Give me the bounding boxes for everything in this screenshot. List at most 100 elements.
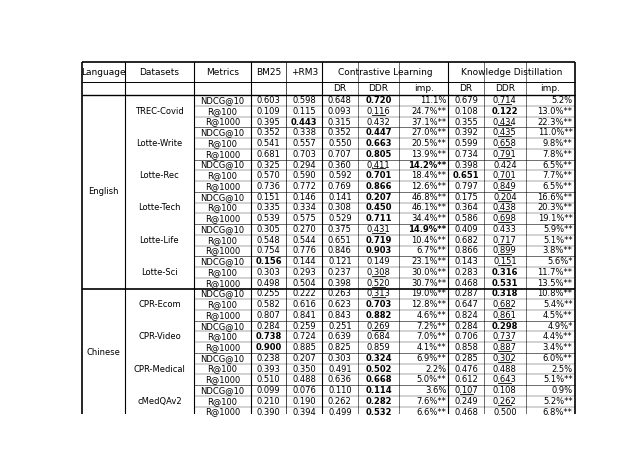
Text: R@1000: R@1000 [205, 150, 240, 159]
Text: 0.352: 0.352 [257, 128, 280, 137]
Text: 0.255: 0.255 [257, 289, 280, 299]
Text: 7.8%**: 7.8%** [543, 150, 573, 159]
Text: 0.701: 0.701 [365, 171, 392, 180]
Text: 0.882: 0.882 [365, 311, 392, 320]
Text: 0.529: 0.529 [328, 214, 351, 223]
Text: 12.8%**: 12.8%** [412, 300, 446, 309]
Text: 0.499: 0.499 [328, 407, 351, 417]
Text: 0.093: 0.093 [328, 107, 352, 116]
Text: 0.776: 0.776 [292, 246, 316, 255]
Text: DDR: DDR [495, 84, 515, 93]
Text: CPR-Medical: CPR-Medical [134, 365, 186, 373]
Text: 0.308: 0.308 [328, 204, 352, 213]
Text: BM25: BM25 [256, 68, 281, 77]
Text: Lotte-Sci: Lotte-Sci [141, 268, 178, 277]
Text: 0.714: 0.714 [493, 96, 516, 105]
Text: 0.435: 0.435 [493, 128, 516, 137]
Text: 0.431: 0.431 [367, 225, 390, 234]
Text: 0.548: 0.548 [257, 236, 280, 245]
Text: 37.1%**: 37.1%** [411, 118, 446, 126]
Text: 0.679: 0.679 [454, 96, 478, 105]
Text: R@100: R@100 [207, 139, 237, 148]
Text: 23.1%**: 23.1%** [412, 257, 446, 266]
Text: 0.720: 0.720 [365, 96, 392, 105]
Text: 18.4%**: 18.4%** [412, 171, 446, 180]
Text: NDCG@10: NDCG@10 [200, 160, 244, 170]
Text: 13.0%**: 13.0%** [538, 107, 573, 116]
Text: 0.107: 0.107 [454, 386, 478, 395]
Text: 5.0%**: 5.0%** [417, 375, 446, 385]
Text: R@100: R@100 [207, 107, 237, 116]
Text: imp.: imp. [414, 84, 434, 93]
Text: 0.643: 0.643 [493, 375, 516, 385]
Text: 7.7%**: 7.7%** [543, 171, 573, 180]
Text: 0.570: 0.570 [257, 171, 280, 180]
Text: 0.303: 0.303 [257, 268, 280, 277]
Text: 0.190: 0.190 [292, 397, 316, 406]
Text: 0.575: 0.575 [292, 214, 316, 223]
Text: 0.398: 0.398 [328, 279, 352, 288]
Text: 0.612: 0.612 [454, 375, 478, 385]
Text: 0.294: 0.294 [292, 160, 316, 170]
Text: R@1000: R@1000 [205, 279, 240, 288]
Text: 0.502: 0.502 [365, 365, 392, 373]
Text: 0.616: 0.616 [292, 300, 316, 309]
Text: 0.866: 0.866 [454, 246, 478, 255]
Text: 0.648: 0.648 [328, 96, 352, 105]
Text: R@1000: R@1000 [205, 407, 240, 417]
Text: 0.885: 0.885 [292, 343, 316, 352]
Text: 6.5%**: 6.5%** [543, 182, 573, 191]
Text: 5.6%*: 5.6%* [547, 257, 573, 266]
Text: 0.476: 0.476 [454, 365, 478, 373]
Text: 14.2%**: 14.2%** [408, 160, 446, 170]
Text: 0.557: 0.557 [292, 139, 316, 148]
Text: 16.6%**: 16.6%** [538, 193, 573, 202]
Text: 0.899: 0.899 [493, 246, 516, 255]
Text: 0.438: 0.438 [493, 204, 516, 213]
Text: 0.737: 0.737 [493, 332, 517, 341]
Text: 0.116: 0.116 [367, 107, 390, 116]
Text: 0.488: 0.488 [493, 365, 516, 373]
Text: 0.9%: 0.9% [552, 386, 573, 395]
Text: 2.5%: 2.5% [552, 365, 573, 373]
Text: 6.6%**: 6.6%** [417, 407, 446, 417]
Text: 0.151: 0.151 [493, 257, 516, 266]
Text: Contrastive Learning: Contrastive Learning [338, 68, 433, 77]
Text: 0.447: 0.447 [365, 128, 392, 137]
Text: 0.706: 0.706 [454, 332, 478, 341]
Text: 0.355: 0.355 [454, 118, 478, 126]
Text: 0.491: 0.491 [328, 365, 351, 373]
Text: 0.395: 0.395 [257, 118, 280, 126]
Text: 2.2%: 2.2% [425, 365, 446, 373]
Text: 0.724: 0.724 [292, 332, 316, 341]
Text: 46.1%**: 46.1%** [412, 204, 446, 213]
Text: 0.590: 0.590 [292, 171, 316, 180]
Text: 0.754: 0.754 [257, 246, 280, 255]
Text: 0.334: 0.334 [292, 204, 316, 213]
Text: 0.544: 0.544 [292, 236, 316, 245]
Text: 0.531: 0.531 [492, 279, 518, 288]
Text: 6.5%**: 6.5%** [543, 160, 573, 170]
Text: 0.647: 0.647 [454, 300, 478, 309]
Text: NDCG@10: NDCG@10 [200, 322, 244, 331]
Text: 0.115: 0.115 [292, 107, 316, 116]
Text: 0.736: 0.736 [257, 182, 280, 191]
Text: 0.791: 0.791 [493, 150, 516, 159]
Text: 6.9%**: 6.9%** [417, 354, 446, 363]
Text: 0.335: 0.335 [257, 204, 280, 213]
Text: 0.682: 0.682 [493, 300, 516, 309]
Text: Lotte-Tech: Lotte-Tech [138, 204, 180, 213]
Text: 0.866: 0.866 [365, 182, 392, 191]
Text: 0.141: 0.141 [328, 193, 351, 202]
Text: R@100: R@100 [207, 332, 237, 341]
Text: 11.0%**: 11.0%** [538, 128, 573, 137]
Text: +RM3: +RM3 [291, 68, 318, 77]
Text: 0.287: 0.287 [454, 289, 478, 299]
Text: 0.433: 0.433 [493, 225, 516, 234]
Text: 5.9%**: 5.9%** [543, 225, 573, 234]
Text: 0.424: 0.424 [493, 160, 516, 170]
Text: 0.861: 0.861 [493, 311, 516, 320]
Text: 0.259: 0.259 [292, 322, 316, 331]
Text: 0.504: 0.504 [292, 279, 316, 288]
Text: 0.682: 0.682 [454, 236, 478, 245]
